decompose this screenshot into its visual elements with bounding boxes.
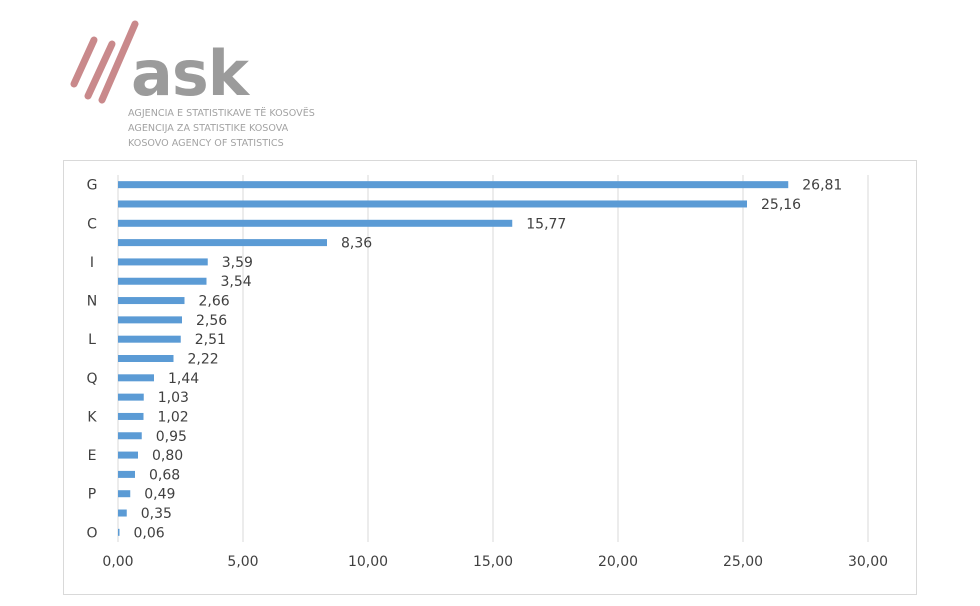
value-label: 1,02 [158, 409, 189, 425]
value-label: 0,68 [149, 467, 180, 483]
bar [118, 490, 131, 498]
value-label: 15,77 [526, 216, 566, 232]
ask-logo: ask AGJENCIA E STATISTIKAVE TË KOSOVËS A… [68, 16, 328, 150]
category-label: E [88, 448, 97, 464]
bar [118, 355, 174, 362]
category-label: I [90, 255, 94, 271]
value-label: 0,80 [152, 448, 183, 464]
value-label: 2,56 [196, 313, 227, 329]
logo-line-serbian: AGENCIJA ZA STATISTIKE KOSOVA [128, 123, 289, 134]
category-label: K [87, 409, 97, 425]
category-label: C [87, 216, 97, 232]
bar [118, 239, 327, 247]
category-label: P [88, 487, 96, 503]
value-label: 2,66 [199, 294, 230, 310]
category-label: N [87, 294, 97, 310]
bar [118, 432, 142, 440]
value-label: 2,51 [195, 332, 226, 348]
x-tick-label: 0,00 [102, 554, 133, 570]
logo-wordmark: ask [131, 37, 249, 110]
value-label: 25,16 [761, 197, 801, 213]
category-label: Q [86, 371, 97, 387]
x-tick-label: 10,00 [348, 554, 388, 570]
chart-container: 0,00 5,00 10,00 15,00 20,00 25,00 30,00 G 26,81 2… [63, 160, 917, 595]
value-label: 0,35 [141, 506, 172, 522]
bar [118, 200, 747, 208]
bar [118, 258, 208, 266]
bar [118, 374, 154, 382]
bar [118, 509, 127, 517]
bar [118, 219, 513, 227]
bar-chart: 0,00 5,00 10,00 15,00 20,00 25,00 30,00G 26,812… [86, 175, 888, 570]
logo-line-english: KOSOVO AGENCY OF STATISTICS [128, 138, 284, 149]
bar [118, 470, 135, 478]
bar [118, 393, 144, 401]
value-label: 0,49 [144, 487, 175, 503]
value-label: 2,22 [188, 352, 219, 368]
bar [118, 297, 185, 305]
value-label: 3,59 [222, 255, 253, 271]
category-label: G [87, 178, 98, 194]
bar [118, 316, 182, 324]
bar [118, 181, 789, 189]
bar [118, 277, 207, 285]
value-label: 1,03 [158, 390, 189, 406]
value-label: 1,44 [168, 371, 199, 387]
x-tick-label: 30,00 [848, 554, 888, 570]
logo-line-albanian: AGJENCIA E STATISTIKAVE TË KOSOVËS [128, 108, 315, 119]
x-tick-label: 15,00 [473, 554, 513, 570]
value-label: 26,81 [802, 178, 842, 194]
x-tick-label: 25,00 [723, 554, 763, 570]
logo-agency-names: AGJENCIA E STATISTIKAVE TË KOSOVËS AGENC… [128, 106, 315, 151]
value-label: 0,06 [134, 525, 165, 541]
logo-stripes-icon [70, 20, 139, 104]
x-tick-label: 20,00 [598, 554, 638, 570]
bar [118, 451, 138, 459]
value-label: 3,54 [221, 274, 252, 290]
value-label: 0,95 [156, 429, 187, 445]
value-label: 8,36 [341, 236, 372, 252]
bar [118, 412, 144, 420]
x-tick-label: 5,00 [227, 554, 258, 570]
category-label: L [88, 332, 96, 348]
category-label: O [86, 525, 97, 541]
bar [118, 335, 181, 343]
bar [118, 528, 120, 536]
